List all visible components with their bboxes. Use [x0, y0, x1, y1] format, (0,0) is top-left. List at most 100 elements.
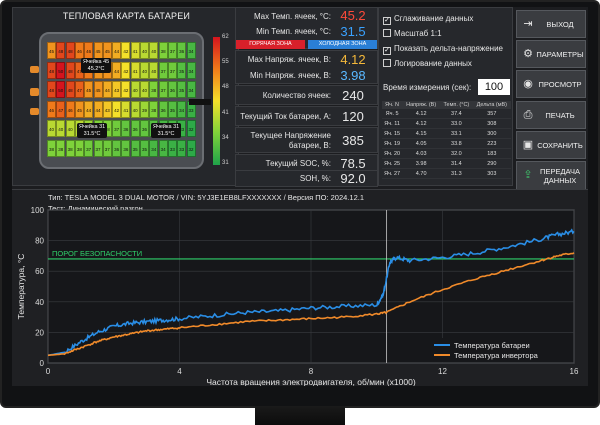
- battery-cell[interactable]: 44: [84, 100, 94, 118]
- battery-cell[interactable]: 44: [112, 42, 122, 59]
- battery-cell[interactable]: 40: [47, 120, 56, 137]
- battery-cell[interactable]: 36: [167, 81, 177, 98]
- battery-cell[interactable]: 47: [74, 81, 84, 98]
- scale-checkbox[interactable]: Масштаб 1:1: [383, 29, 442, 38]
- battery-cell[interactable]: 37: [167, 61, 177, 79]
- battery-cell[interactable]: 39: [140, 100, 149, 118]
- battery-cell[interactable]: 35: [130, 139, 140, 157]
- battery-cell[interactable]: 45: [47, 42, 56, 59]
- battery-cell[interactable]: 37: [158, 81, 168, 98]
- table-row[interactable]: Яч. 15 4.15 33.1 300: [382, 128, 511, 139]
- battery-cell[interactable]: 40: [130, 81, 140, 98]
- logging-checkbox[interactable]: Логирование данных: [383, 59, 472, 68]
- battery-cell[interactable]: 40: [140, 42, 149, 59]
- battery-cell[interactable]: 38: [158, 42, 168, 59]
- battery-cell[interactable]: 41: [130, 61, 140, 79]
- battery-cell[interactable]: 42: [121, 61, 131, 79]
- battery-cell[interactable]: 40: [140, 81, 149, 98]
- battery-cell[interactable]: 34: [186, 81, 196, 98]
- battery-cell[interactable]: 44: [112, 61, 122, 79]
- battery-cell[interactable]: 37: [167, 42, 177, 59]
- battery-cell[interactable]: 38: [74, 139, 84, 157]
- battery-cell[interactable]: 34: [186, 61, 196, 79]
- battery-cell[interactable]: 40: [56, 120, 66, 137]
- battery-cell[interactable]: 46: [74, 42, 84, 59]
- battery-cell[interactable]: 36: [130, 120, 140, 137]
- battery-cell[interactable]: 36: [140, 120, 149, 137]
- battery-cell[interactable]: 32: [186, 120, 196, 137]
- battery-cell[interactable]: 38: [56, 139, 66, 157]
- battery-cell[interactable]: 44: [93, 100, 103, 118]
- battery-cell[interactable]: 36: [121, 139, 131, 157]
- battery-cell[interactable]: 48: [56, 42, 66, 59]
- battery-cell[interactable]: 50: [56, 61, 66, 79]
- battery-cell[interactable]: 46: [84, 42, 94, 59]
- battery-cell[interactable]: 37: [93, 139, 103, 157]
- battery-cell[interactable]: 35: [177, 81, 187, 98]
- battery-cell[interactable]: 45: [74, 100, 84, 118]
- battery-cell[interactable]: 40: [65, 120, 75, 137]
- battery-cell[interactable]: 41: [130, 42, 140, 59]
- battery-cell[interactable]: 33: [167, 139, 177, 157]
- table-row[interactable]: Яч. 20 4.03 32.0 183: [382, 148, 511, 159]
- battery-cell[interactable]: 37: [84, 139, 94, 157]
- battery-cell[interactable]: 33: [177, 139, 187, 157]
- save-button[interactable]: ▣ СОХРАНИТЬ: [516, 131, 586, 159]
- battery-cell[interactable]: 41: [121, 100, 131, 118]
- battery-cell[interactable]: 48: [47, 81, 56, 98]
- battery-cell[interactable]: 44: [102, 81, 112, 98]
- battery-cell[interactable]: 34: [177, 100, 187, 118]
- table-row[interactable]: Яч. 19 4.05 33.8 223: [382, 138, 511, 149]
- battery-cell[interactable]: 35: [140, 139, 149, 157]
- battery-cell[interactable]: 45: [84, 81, 94, 98]
- battery-cell[interactable]: 38: [65, 139, 75, 157]
- battery-cell[interactable]: 40: [140, 61, 149, 79]
- battery-cell[interactable]: 50: [56, 81, 66, 98]
- battery-cell[interactable]: 43: [102, 100, 112, 118]
- preview-button[interactable]: ◉ ПРОСМОТР: [516, 70, 586, 98]
- battery-cell[interactable]: 35: [167, 100, 177, 118]
- table-row[interactable]: Яч. 11 4.12 33.0 308: [382, 118, 511, 129]
- battery-cell[interactable]: 38: [149, 81, 159, 98]
- battery-cell[interactable]: 38: [149, 100, 159, 118]
- parameters-button[interactable]: ⚙ ПАРАМЕТРЫ: [516, 40, 586, 68]
- battery-cell[interactable]: 40: [130, 100, 140, 118]
- battery-cell[interactable]: 48: [65, 42, 75, 59]
- battery-cell[interactable]: 37: [158, 61, 168, 79]
- battery-cell[interactable]: 36: [158, 100, 168, 118]
- battery-cell[interactable]: 48: [47, 61, 56, 79]
- table-row[interactable]: Яч. 25 3.98 31.4 290: [382, 158, 511, 169]
- battery-cell[interactable]: 37: [102, 139, 112, 157]
- smoothing-checkbox[interactable]: ✓ Сглаживание данных: [383, 14, 474, 25]
- battery-cell[interactable]: 42: [121, 81, 131, 98]
- battery-cell[interactable]: 36: [177, 42, 187, 59]
- battery-cell[interactable]: 38: [47, 139, 56, 157]
- table-row[interactable]: Яч. 27 4.70 31.3 303: [382, 168, 511, 179]
- exit-button[interactable]: ⇥ ВЫХОД: [516, 10, 586, 38]
- battery-cell[interactable]: 36: [121, 120, 131, 137]
- battery-cell[interactable]: 34: [158, 139, 168, 157]
- battery-cell[interactable]: 37: [112, 120, 122, 137]
- battery-cell[interactable]: 45: [93, 81, 103, 98]
- battery-cell[interactable]: 35: [177, 61, 187, 79]
- battery-cell[interactable]: 43: [112, 81, 122, 98]
- battery-cell[interactable]: 32: [186, 139, 196, 157]
- battery-cell[interactable]: 47: [56, 100, 66, 118]
- transfer-data-button[interactable]: ⇪ ПЕРЕДАЧА ДАННЫХ: [516, 161, 586, 191]
- battery-cell[interactable]: 40: [149, 42, 159, 59]
- battery-cell[interactable]: 34: [186, 42, 196, 59]
- table-row[interactable]: Яч. 5 4.12 37.4 357: [382, 109, 511, 119]
- battery-cell[interactable]: 42: [112, 100, 122, 118]
- measure-time-input[interactable]: 100: [478, 79, 510, 95]
- battery-cell[interactable]: 45: [102, 42, 112, 59]
- battery-cell[interactable]: 40: [149, 61, 159, 79]
- delta-checkbox[interactable]: ✓ Показать дельта-напряжение: [383, 44, 504, 55]
- battery-cell[interactable]: 36: [112, 139, 122, 157]
- print-button[interactable]: ⎙ ПЕЧАТЬ: [516, 101, 586, 129]
- battery-cell[interactable]: 45: [93, 42, 103, 59]
- battery-cell[interactable]: 48: [65, 61, 75, 79]
- battery-cell[interactable]: 46: [47, 100, 56, 118]
- battery-cell[interactable]: 46: [65, 100, 75, 118]
- battery-cell[interactable]: 48: [65, 81, 75, 98]
- battery-cell[interactable]: 34: [149, 139, 159, 157]
